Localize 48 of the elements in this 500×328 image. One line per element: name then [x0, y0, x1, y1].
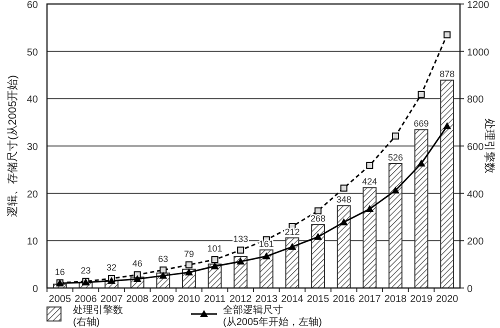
x-tick-label: 2020: [436, 294, 459, 305]
x-tick-label: 2013: [255, 294, 278, 305]
y2-tick-label: 1000: [467, 47, 490, 58]
y-tick-label: 0: [32, 284, 38, 295]
x-tick-label: 2009: [152, 294, 175, 305]
data-label: 424: [362, 176, 378, 187]
legend-label: 处理引擎数 (右轴): [73, 304, 123, 328]
x-tick-label: 2014: [281, 294, 304, 305]
y-tick-label: 50: [26, 47, 38, 58]
data-label: 878: [440, 69, 455, 80]
data-label: 212: [284, 226, 300, 237]
y2-tick-label: 1200: [467, 0, 490, 11]
y-axis-title: 逻辑、存储尺寸(从2005开始): [6, 75, 19, 217]
y2-axis-title: 处理引擎数: [483, 118, 496, 174]
x-tick-label: 2011: [204, 294, 226, 305]
x-tick-label: 2005: [48, 294, 72, 305]
y-tick-label: 60: [26, 0, 38, 11]
y2-tick-label: 800: [467, 94, 484, 106]
x-tick-label: 2010: [178, 294, 201, 305]
y2-tick-label: 200: [467, 236, 484, 248]
data-label: 16: [54, 266, 65, 277]
y-tick-label: 20: [26, 189, 38, 200]
legend-label: 全部逻辑尺寸 (从2005年开始，左轴): [223, 304, 322, 328]
data-label: 348: [336, 194, 352, 205]
x-tick-label: 2006: [74, 294, 98, 305]
data-label: 268: [310, 214, 326, 224]
x-tick-label: 2007: [100, 294, 124, 305]
x-tick-label: 2018: [384, 294, 408, 305]
data-label: 23: [80, 265, 91, 276]
x-tick-label: 2016: [332, 294, 356, 305]
y-tick-label: 40: [26, 94, 38, 106]
data-label: 526: [388, 152, 403, 163]
data-label: 32: [106, 262, 117, 273]
y2-tick-label: 400: [467, 189, 484, 200]
x-tick-label: 2019: [410, 294, 433, 305]
x-tick-label: 2008: [126, 294, 149, 305]
data-label: 46: [132, 258, 142, 269]
y2-tick-label: 600: [467, 142, 484, 153]
y-tick-label: 30: [26, 142, 38, 153]
y2-tick-label: 0: [467, 284, 473, 295]
x-tick-label: 2015: [306, 294, 330, 305]
x-tick-label: 2017: [358, 294, 382, 305]
x-tick-label: 2012: [229, 294, 252, 305]
data-label: 63: [158, 254, 168, 264]
data-label: 669: [414, 118, 429, 129]
y-tick-label: 10: [26, 236, 38, 248]
data-label: 101: [207, 244, 222, 254]
data-label: 79: [184, 248, 194, 259]
